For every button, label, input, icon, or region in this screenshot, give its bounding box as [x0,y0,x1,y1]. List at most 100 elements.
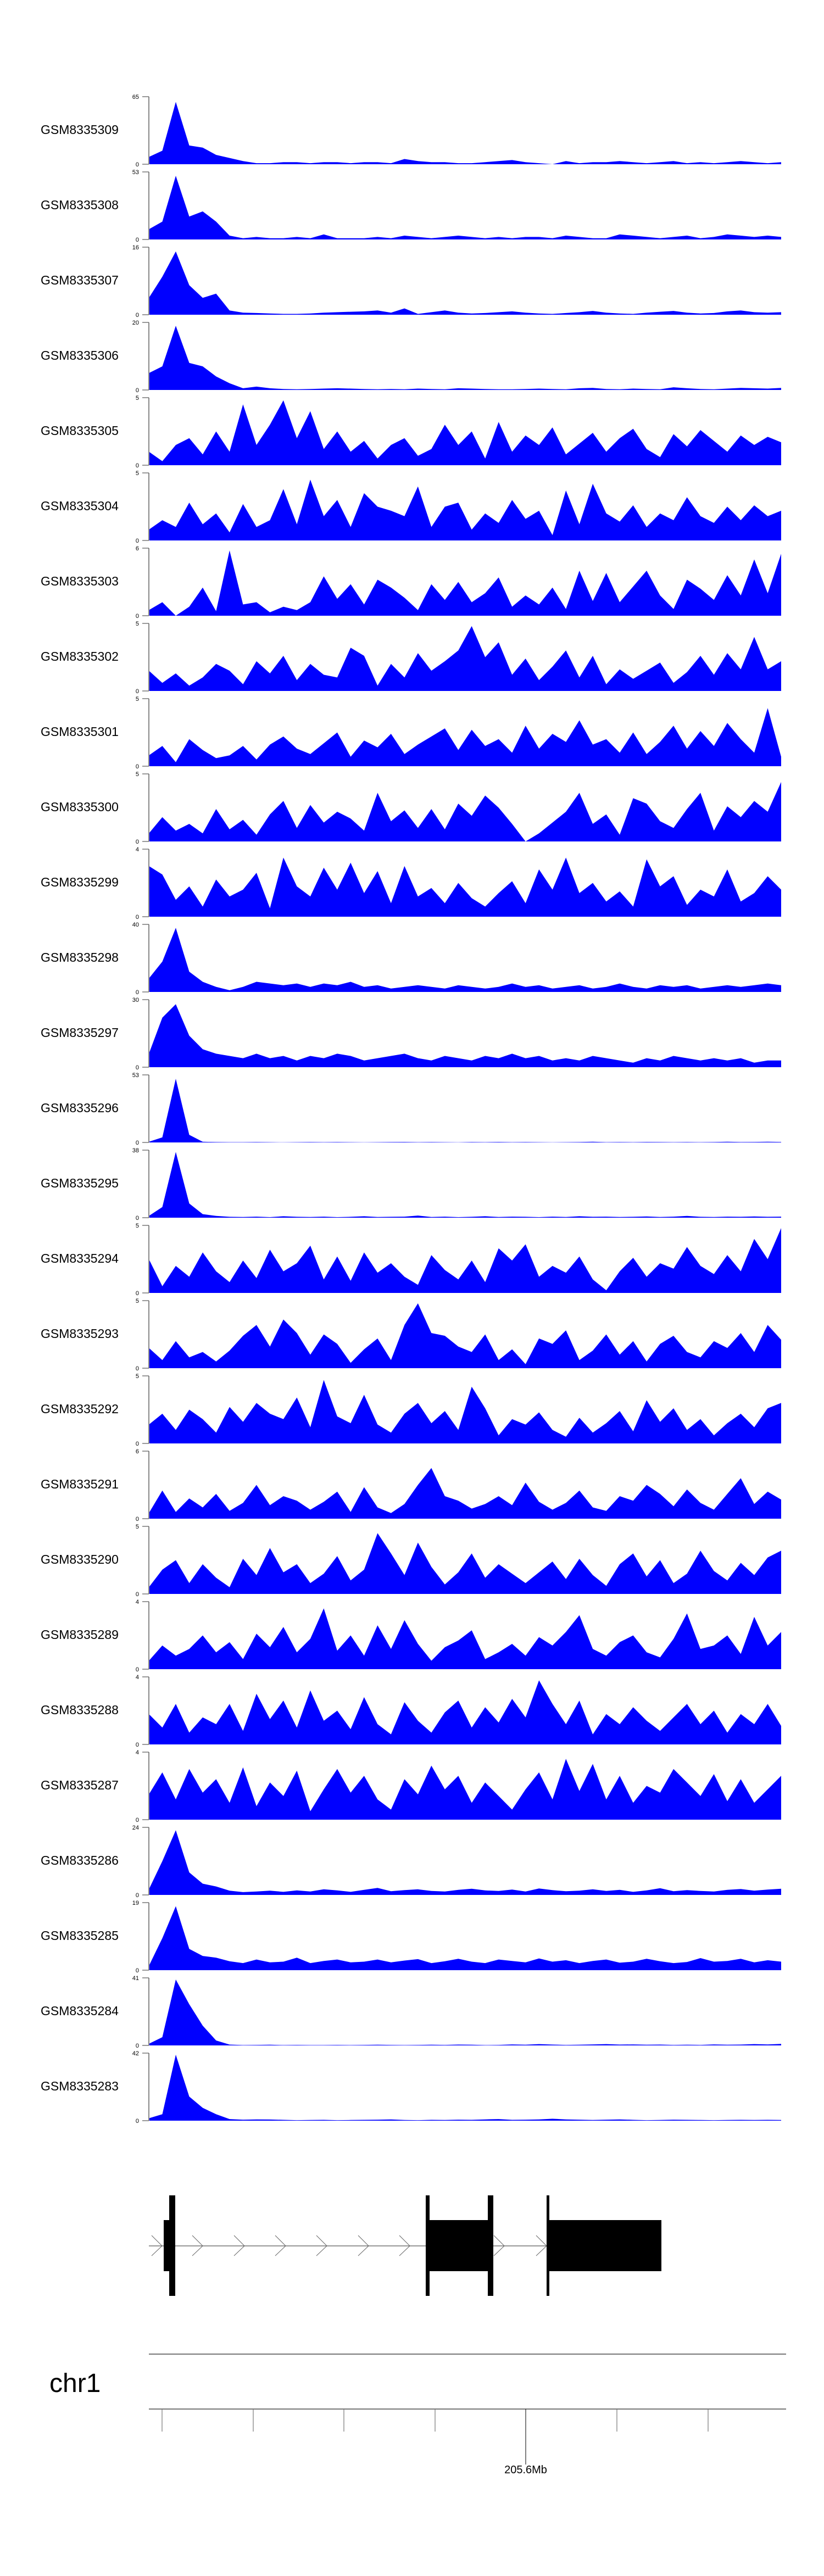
y-tick-label-max: 16 [132,244,139,251]
coverage-area [149,626,781,691]
track-GSM8335299: GSM8335299 4 0 [41,846,781,921]
y-tick-label-max: 5 [136,395,139,402]
exon-block [547,2220,661,2271]
y-tick-label-zero: 0 [136,1892,139,1899]
y-tick-label-zero: 0 [136,1591,139,1598]
track-GSM8335306: GSM8335306 20 0 [41,320,781,394]
y-tick-label-zero: 0 [136,1666,139,1673]
y-tick-label-max: 19 [132,1900,139,1906]
coverage-area [149,479,781,540]
coverage-area [149,1906,781,1970]
track-GSM8335292: GSM8335292 5 0 [41,1373,781,1447]
coverage-area [149,708,781,766]
track-GSM8335309: GSM8335309 65 0 [41,94,781,168]
y-tick-label-max: 4 [136,846,139,853]
coverage-area [149,2054,781,2121]
coverage-area [149,400,781,465]
y-tick-label-max: 53 [132,169,139,176]
strand-chevron-icon [151,2235,163,2256]
y-tick-label-zero: 0 [136,914,139,921]
coverage-area [149,1680,781,1744]
coverage-area [149,928,781,992]
coverage-area [149,1380,781,1443]
y-tick-label-max: 4 [136,1599,139,1605]
y-tick-label-zero: 0 [136,1516,139,1523]
position-label: 205.6Mb [504,2464,547,2476]
track-GSM8335290: GSM8335290 5 0 [41,1524,781,1598]
track-label: GSM8335294 [41,1251,119,1265]
track-label: GSM8335300 [41,800,119,814]
track-label: GSM8335301 [41,724,119,739]
y-tick-label-max: 6 [136,1448,139,1455]
y-tick-label-max: 5 [136,621,139,627]
coverage-area [149,1079,781,1142]
y-tick-label-max: 5 [136,470,139,477]
strand-chevron-icon [192,2235,203,2256]
track-GSM8335301: GSM8335301 5 0 [41,696,781,770]
y-tick-label-max: 5 [136,1298,139,1304]
track-label: GSM8335308 [41,198,119,212]
y-tick-label-zero: 0 [136,1967,139,1974]
y-tick-label-zero: 0 [136,237,139,243]
coverage-area [149,1303,781,1368]
y-tick-label-max: 5 [136,1524,139,1530]
track-label: GSM8335303 [41,574,119,588]
exon-block [169,2195,175,2296]
track-GSM8335294: GSM8335294 5 0 [41,1223,781,1297]
coverage-area [149,1228,781,1293]
track-label: GSM8335288 [41,1703,119,1717]
coverage-area [149,176,781,239]
track-GSM8335284: GSM8335284 41 0 [41,1975,781,2049]
y-tick-label-max: 5 [136,1373,139,1380]
genome-axis: chr1 205.6Mb [49,2354,786,2476]
track-label: GSM8335298 [41,950,119,964]
y-tick-label-zero: 0 [136,1290,139,1297]
coverage-area [149,1608,781,1669]
y-tick-label-zero: 0 [136,2043,139,2049]
y-tick-label-max: 42 [132,2050,139,2057]
y-tick-label-max: 24 [132,1825,139,1831]
strand-chevron-icon [233,2235,245,2256]
track-GSM8335298: GSM8335298 40 0 [41,922,781,996]
track-GSM8335305: GSM8335305 5 0 [41,395,781,469]
coverage-area [149,1533,781,1594]
strand-chevron-icon [275,2235,286,2256]
track-label: GSM8335290 [41,1552,119,1566]
track-label: GSM8335302 [41,649,119,663]
y-tick-label-max: 53 [132,1072,139,1079]
exon-block [426,2195,430,2296]
strand-chevron-icon [399,2235,410,2256]
track-GSM8335307: GSM8335307 16 0 [41,244,781,319]
track-label: GSM8335285 [41,1928,119,1943]
y-tick-label-zero: 0 [136,1742,139,1748]
exon-block [488,2195,493,2296]
track-label: GSM8335299 [41,875,119,889]
y-tick-label-zero: 0 [136,2118,139,2125]
y-tick-label-zero: 0 [136,1365,139,1372]
y-tick-label-max: 5 [136,1223,139,1229]
coverage-area [149,1830,781,1895]
track-label: GSM8335305 [41,423,119,438]
track-GSM8335288: GSM8335288 4 0 [41,1674,781,1748]
y-tick-label-zero: 0 [136,462,139,469]
track-label: GSM8335307 [41,273,119,287]
track-label: GSM8335296 [41,1101,119,1115]
coverage-area [149,857,781,917]
y-tick-label-zero: 0 [136,312,139,319]
strand-chevron-icon [316,2235,327,2256]
coverage-tracks: GSM8335309650GSM8335308530GSM8335307160G… [41,94,781,2125]
track-label: GSM8335292 [41,1402,119,1416]
y-tick-label-zero: 0 [136,613,139,620]
y-tick-label-max: 20 [132,320,139,326]
track-label: GSM8335289 [41,1627,119,1642]
track-GSM8335287: GSM8335287 4 0 [41,1749,781,1824]
track-label: GSM8335295 [41,1176,119,1190]
track-GSM8335297: GSM8335297 30 0 [41,997,781,1071]
track-label: GSM8335284 [41,2004,119,2018]
y-tick-label-zero: 0 [136,1215,139,1222]
y-tick-label-zero: 0 [136,1140,139,1146]
y-tick-label-zero: 0 [136,839,139,845]
coverage-area [149,102,781,164]
y-tick-label-zero: 0 [136,1441,139,1447]
track-GSM8335291: GSM8335291 6 0 [41,1448,781,1523]
